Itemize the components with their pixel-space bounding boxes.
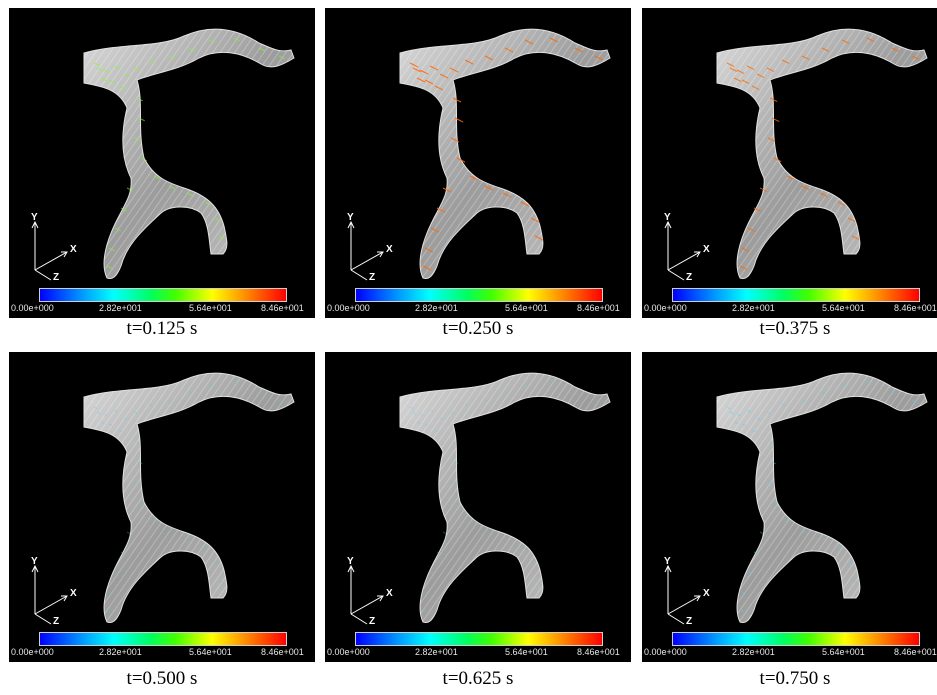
vessel-render: Y X Z bbox=[31, 28, 295, 283]
vessel-render: Y X Z bbox=[664, 372, 928, 627]
colorbar-tick-label: 0.00e+000 bbox=[11, 647, 54, 657]
colorbar-tick-label: 2.82e+001 bbox=[415, 647, 458, 657]
colorbar-tick-label: 0.00e+000 bbox=[11, 303, 54, 313]
colorbar-tick-label: 2.82e+001 bbox=[732, 647, 775, 657]
vessel-texture bbox=[717, 29, 927, 279]
axis-label-y: Y bbox=[664, 212, 671, 223]
colorbar-tick-label: 0.00e+000 bbox=[327, 303, 370, 313]
colorbar-tick-label: 8.46e+001 bbox=[894, 647, 937, 657]
axis-label-z: Z bbox=[369, 272, 375, 283]
velocity-vectors bbox=[726, 381, 917, 613]
caption-5: t=0.625 s bbox=[442, 668, 514, 689]
colorbar bbox=[355, 632, 603, 646]
colorbar-tick-label: 8.46e+001 bbox=[261, 647, 304, 657]
caption-6: t=0.750 s bbox=[759, 668, 831, 689]
colorbar-tick-label: 0.00e+000 bbox=[644, 303, 687, 313]
colorbar bbox=[672, 632, 920, 646]
panel-1: Y X Z 0.00e+000 2.82e+001 5.64e+001 8.46e+001 bbox=[9, 8, 315, 318]
colorbar-ticks: 0.00e+000 2.82e+001 5.64e+001 8.46e+001 bbox=[642, 303, 937, 313]
colorbar-tick-label: 5.64e+001 bbox=[505, 303, 548, 313]
vessel-texture bbox=[400, 373, 610, 623]
colorbar-ticks: 0.00e+000 2.82e+001 5.64e+001 8.46e+001 bbox=[9, 303, 315, 313]
caption-4: t=0.500 s bbox=[126, 668, 198, 689]
vessel-texture bbox=[84, 373, 294, 623]
vessel-texture bbox=[717, 373, 927, 623]
axis-label-y: Y bbox=[347, 556, 354, 567]
axis-label-y: Y bbox=[664, 556, 671, 567]
velocity-vectors bbox=[93, 37, 285, 270]
colorbar-tick-label: 8.46e+001 bbox=[261, 303, 304, 313]
caption-2: t=0.250 s bbox=[442, 318, 514, 339]
velocity-vectors bbox=[93, 381, 283, 613]
axis-label-z: Z bbox=[369, 616, 375, 627]
colorbar-tick-label: 5.64e+001 bbox=[189, 303, 232, 313]
panel-5: Y X Z 0.00e+000 2.82e+001 5.64e+001 8.46e+001 bbox=[325, 352, 631, 662]
axis-label-x: X bbox=[703, 244, 710, 255]
velocity-vectors bbox=[409, 381, 599, 612]
axis-triad bbox=[31, 220, 68, 281]
panel-4: Y X Z 0.00e+000 2.82e+001 5.64e+001 8.46e+001 bbox=[9, 352, 315, 662]
colorbar bbox=[672, 288, 920, 302]
axis-label-z: Z bbox=[686, 272, 692, 283]
colorbar-tick-label: 2.82e+001 bbox=[99, 647, 142, 657]
caption-1: t=0.125 s bbox=[126, 318, 198, 339]
colorbar-tick-label: 2.82e+001 bbox=[99, 303, 142, 313]
colorbar-ticks: 0.00e+000 2.82e+001 5.64e+001 8.46e+001 bbox=[642, 647, 937, 657]
axis-triad bbox=[664, 220, 701, 281]
axis-label-y: Y bbox=[347, 212, 354, 223]
colorbar bbox=[355, 288, 603, 302]
colorbar-ticks: 0.00e+000 2.82e+001 5.64e+001 8.46e+001 bbox=[9, 647, 315, 657]
axis-triad bbox=[347, 220, 384, 281]
vessel-render: Y X Z bbox=[664, 28, 928, 283]
colorbar-tick-label: 8.46e+001 bbox=[577, 647, 620, 657]
axis-label-x: X bbox=[70, 244, 77, 255]
vessel-render: Y X Z bbox=[31, 372, 295, 627]
axis-label-x: X bbox=[703, 588, 710, 599]
panel-6: Y X Z 0.00e+000 2.82e+001 5.64e+001 8.46e+001 bbox=[642, 352, 937, 662]
axis-triad bbox=[347, 564, 384, 625]
colorbar-tick-label: 2.82e+001 bbox=[732, 303, 775, 313]
colorbar-tick-label: 5.64e+001 bbox=[822, 303, 865, 313]
axis-label-z: Z bbox=[686, 616, 692, 627]
colorbar-tick-label: 8.46e+001 bbox=[577, 303, 620, 313]
colorbar-tick-label: 5.64e+001 bbox=[505, 647, 548, 657]
colorbar-ticks: 0.00e+000 2.82e+001 5.64e+001 8.46e+001 bbox=[325, 303, 631, 313]
axis-label-z: Z bbox=[53, 272, 59, 283]
axis-label-y: Y bbox=[31, 212, 38, 223]
axis-label-z: Z bbox=[53, 616, 59, 627]
velocity-vectors bbox=[726, 37, 920, 271]
colorbar bbox=[39, 632, 287, 646]
colorbar-tick-label: 0.00e+000 bbox=[327, 647, 370, 657]
panel-3: Y X Z 0.00e+000 2.82e+001 5.64e+001 8.46e+001 bbox=[642, 8, 937, 318]
colorbar-ticks: 0.00e+000 2.82e+001 5.64e+001 8.46e+001 bbox=[325, 647, 631, 657]
axis-triad bbox=[31, 564, 68, 625]
vessel-render: Y X Z bbox=[347, 28, 611, 283]
colorbar-tick-label: 5.64e+001 bbox=[189, 647, 232, 657]
vessel-texture bbox=[84, 29, 294, 279]
velocity-vectors bbox=[409, 37, 604, 271]
colorbar bbox=[39, 288, 287, 302]
panel-2: Y X Z 0.00e+000 2.82e+001 5.64e+001 8.46e+001 bbox=[325, 8, 631, 318]
caption-3: t=0.375 s bbox=[759, 318, 831, 339]
colorbar-tick-label: 8.46e+001 bbox=[894, 303, 937, 313]
colorbar-tick-label: 5.64e+001 bbox=[822, 647, 865, 657]
vessel-render: Y X Z bbox=[347, 372, 611, 627]
axis-label-x: X bbox=[386, 244, 393, 255]
axis-label-x: X bbox=[386, 588, 393, 599]
vessel-texture bbox=[400, 29, 610, 279]
axis-label-x: X bbox=[70, 588, 77, 599]
colorbar-tick-label: 0.00e+000 bbox=[644, 647, 687, 657]
colorbar-tick-label: 2.82e+001 bbox=[415, 303, 458, 313]
axis-triad bbox=[664, 564, 701, 625]
axis-label-y: Y bbox=[31, 556, 38, 567]
